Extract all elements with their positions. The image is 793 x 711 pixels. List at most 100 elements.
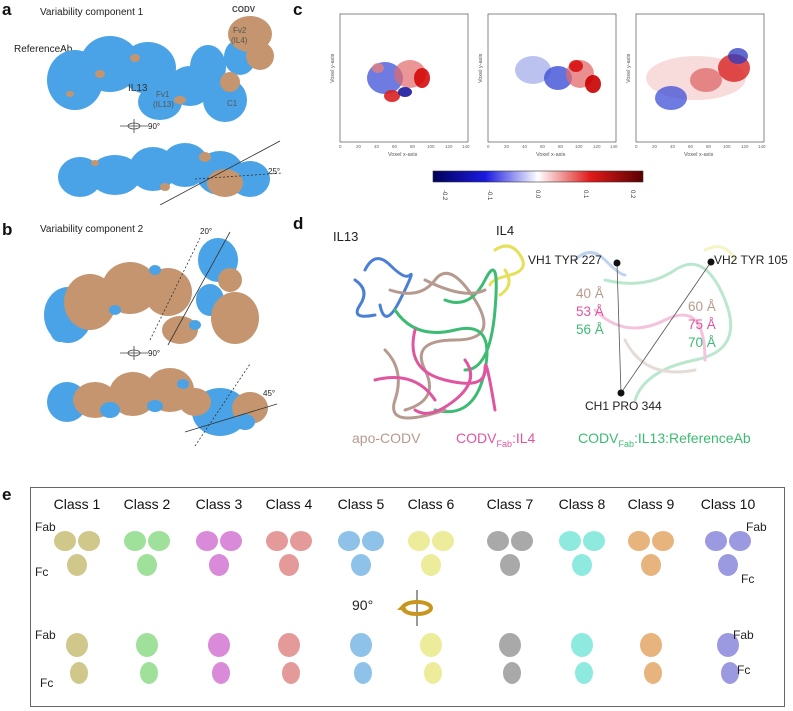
class-5-rotated-bottom [354, 662, 372, 684]
angle-a-label: 25° [268, 167, 281, 176]
class-4-rotated-top [278, 633, 300, 657]
heatmap-3-xtick: 120 [741, 144, 749, 149]
heatmap-2-xtick: 80 [558, 144, 564, 149]
class-4-rotated-bottom [282, 662, 300, 684]
left-distance-apo: 40 Å [576, 286, 604, 301]
heatmap-1-xtick: 140 [462, 144, 470, 149]
panel-e-label: e [2, 485, 12, 504]
class-2-rotated-bottom [140, 662, 158, 684]
class-label-2: Class 2 [123, 496, 171, 512]
colorbar-tick: 0.0 [534, 190, 540, 199]
heatmap-3-xtick: 60 [688, 144, 694, 149]
fc-label-top-left: Fc [35, 565, 49, 579]
left-distance-ref: 56 Å [576, 322, 604, 337]
class-label-1: Class 1 [53, 496, 101, 512]
vh2-label: VH2 TYR 105 [714, 253, 788, 267]
heatmap-2-xtick: 0 [487, 144, 490, 149]
colorbar-tick: 0.1 [582, 190, 588, 199]
panel-b-bottom-density [47, 363, 278, 447]
heatmap-1-xtick: 100 [427, 144, 435, 149]
heatmap-2: Voxel y-axis Voxel x-axis 0 20 40 60 80 … [478, 13, 618, 158]
colorbar: -0.2 -0.1 0.0 0.1 0.2 [432, 170, 644, 201]
class-1-rotated-top [66, 633, 88, 657]
rotation-icon-b [120, 346, 148, 360]
heatmap-3-xtick: 80 [706, 144, 712, 149]
panel-b-label: b [2, 220, 13, 239]
panel-c-label: c [293, 0, 303, 19]
il4-structure-label: IL4 [496, 223, 515, 238]
heatmap-2-xtick: 140 [610, 144, 618, 149]
class-label-3: Class 3 [195, 496, 243, 512]
class-3-fc [209, 554, 229, 576]
panel-a-label: a [2, 0, 12, 19]
heatmap-2-xtick: 100 [575, 144, 583, 149]
rotation-label-b: 90° [148, 349, 161, 358]
class-label-9: Class 9 [627, 496, 675, 512]
heatmap-1-ylabel: Voxel y-axis [330, 53, 336, 83]
colorbar-tick: 0.2 [629, 190, 635, 199]
class-4-fc [279, 554, 299, 576]
panel-b-top-density [44, 231, 259, 346]
colorbar-tick: -0.2 [441, 190, 447, 201]
vh1-label: VH1 TYR 227 [528, 253, 602, 267]
rotation-arrow-icon [397, 590, 433, 626]
class-6-rotated-top [420, 633, 442, 657]
class-6-fab-right [432, 531, 454, 551]
panel-d-label: d [293, 214, 304, 233]
class-3-fab-right [220, 531, 242, 551]
class-7-fab-left [487, 531, 509, 551]
panel-b-title: Variability component 2 [40, 224, 144, 235]
heatmap-1-xtick: 120 [445, 144, 453, 149]
legend-codv-fab-il4: CODVFab:IL4 [456, 430, 536, 449]
rotation-label-e: 90° [352, 597, 374, 613]
legend-codv-fab-il13-reference: CODVFab:IL13:ReferenceAb [578, 430, 751, 449]
right-distance-il4: 75 Å [688, 317, 716, 332]
class-8-fc [572, 554, 592, 576]
referenceab-label: ReferenceAb [14, 44, 73, 55]
legend-apo-codv: apo-CODV [352, 430, 421, 446]
left-distance-il4: 53 Å [576, 304, 604, 319]
panel-a-bottom-density [58, 140, 284, 205]
fv1-sub-label: (IL13) [153, 100, 174, 109]
class-6-rotated-bottom [424, 662, 442, 684]
class-label-5: Class 5 [337, 496, 385, 512]
rotation-icon-a [120, 119, 148, 133]
class-10-fab-left [705, 531, 727, 551]
heatmap-2-xtick: 40 [522, 144, 528, 149]
heatmap-1-xtick: 40 [374, 144, 380, 149]
class-7-fab-right [511, 531, 533, 551]
fv2-label: Fv2 [233, 26, 247, 35]
heatmap-3-xtick: 40 [670, 144, 676, 149]
angle-b-top-label: 20° [200, 227, 213, 236]
ch1-label: CH1 PRO 344 [585, 399, 662, 413]
class-8-rotated-bottom [575, 662, 593, 684]
ch1-point [617, 389, 625, 397]
class-8-fab-right [583, 531, 605, 551]
heatmap-3: Voxel y-axis Voxel x-axis 0 20 40 60 80 … [626, 13, 766, 158]
vh2-point [707, 258, 715, 266]
class-6-fab-left [408, 531, 430, 551]
class-1-rotated-bottom [70, 662, 88, 684]
class-2-fab-right [148, 531, 170, 551]
class-3-rotated-top [208, 633, 230, 657]
heatmap-3-xtick: 0 [635, 144, 638, 149]
class-5-fc [351, 554, 371, 576]
class-9-rotated-bottom [644, 662, 662, 684]
class-label-4: Class 4 [265, 496, 313, 512]
class-7-fc [500, 554, 520, 576]
heatmap-3-xtick: 140 [758, 144, 766, 149]
class-3-rotated-bottom [212, 662, 230, 684]
heatmap-3-xtick: 100 [723, 144, 731, 149]
heatmap-3-xtick: 20 [652, 144, 658, 149]
heatmap-1: Voxel y-axis Voxel x-axis 0 20 40 60 80 … [330, 13, 470, 158]
heatmap-2-xtick: 120 [593, 144, 601, 149]
heatmap-1-xtick: 20 [356, 144, 362, 149]
class-2-fab-left [124, 531, 146, 551]
class-1-fab-right [78, 531, 100, 551]
right-distance-ref: 70 Å [688, 335, 716, 350]
class-3-fab-left [196, 531, 218, 551]
class-1-fab-left [54, 531, 76, 551]
class-10-rotated-bottom [721, 662, 739, 684]
panel-e-frame [30, 487, 785, 707]
class-5-rotated-top [350, 633, 372, 657]
